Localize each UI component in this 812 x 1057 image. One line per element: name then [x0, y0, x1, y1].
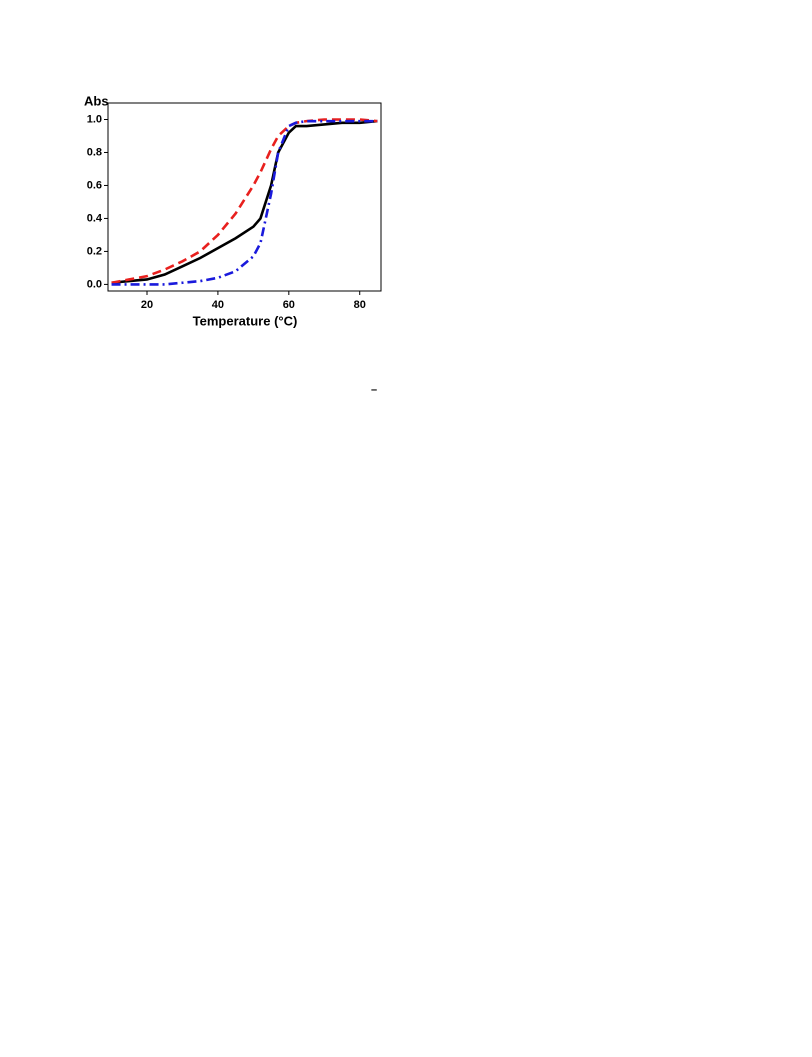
y-tick-label: 0.2: [87, 245, 102, 257]
x-tick-label: 40: [212, 299, 224, 311]
y-axis-label: Abs: [84, 93, 109, 108]
y-tick-label: 0.0: [87, 278, 102, 290]
x-axis-label: Temperature (°C): [193, 313, 298, 328]
y-tick-label: 0.8: [87, 146, 102, 158]
data-line: [111, 119, 378, 285]
x-tick-label: 80: [354, 299, 366, 311]
x-tick-label: 20: [141, 299, 153, 311]
y-tick-label: 1.0: [87, 113, 102, 125]
data-line: [111, 119, 378, 286]
x-tick-label: 60: [283, 299, 295, 311]
annotation: –: [371, 384, 377, 396]
y-tick-label: 0.4: [87, 212, 103, 224]
plot-frame: [107, 102, 382, 292]
data-line: [111, 118, 378, 285]
y-tick-label: 0.6: [87, 179, 102, 191]
